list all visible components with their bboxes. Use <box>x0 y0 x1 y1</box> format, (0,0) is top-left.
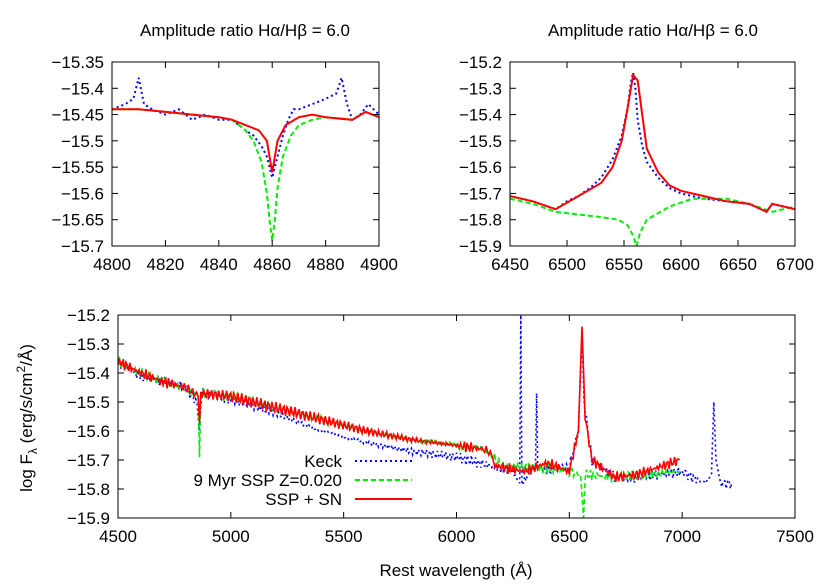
plot-frame <box>111 61 380 247</box>
y-tick-label: −15.7 <box>67 451 110 470</box>
legend-label: SSP + SN <box>265 490 342 509</box>
x-tick-label: 4880 <box>307 255 345 274</box>
y-tick-label: −15.2 <box>459 53 502 72</box>
y-tick-label: −15.4 <box>459 106 502 125</box>
y-tick-label: −15.6 <box>61 184 104 203</box>
series-line-keck <box>118 315 733 491</box>
y-tick-label: −15.55 <box>52 158 104 177</box>
y-tick-label: −15.6 <box>459 158 502 177</box>
panel-full-spectrum: Rest wavelength (Å) log Fλ (erg/s/cm2/Å)… <box>14 306 814 580</box>
series-line-9-myr-ssp-z-0-020 <box>510 197 795 246</box>
y-tick-label: −15.35 <box>52 53 104 72</box>
y-tick-label: −15.5 <box>459 132 502 151</box>
panel-title-hbeta: Amplitude ratio Hα/Hβ = 6.0 <box>140 21 350 40</box>
panel-hbeta: Amplitude ratio Hα/Hβ = 6.0 4800 4820 4840… <box>52 21 398 274</box>
x-tick-label: 6550 <box>605 255 643 274</box>
x-tick-label: 4820 <box>146 255 184 274</box>
x-tick-label: 4800 <box>93 255 131 274</box>
y-tick-label: −15.5 <box>67 393 110 412</box>
x-tick-label: 6600 <box>662 255 700 274</box>
y-tick-label: −15.7 <box>61 237 104 256</box>
y-tick-label: −15.4 <box>61 79 104 98</box>
y-tick-label: −15.6 <box>67 422 110 441</box>
legend-label: 9 Myr SSP Z=0.020 <box>193 471 342 490</box>
series-line-ssp-sn <box>118 326 681 483</box>
plot-frame <box>509 61 796 247</box>
y-tick-label: −15.4 <box>67 364 110 383</box>
panel-halpha: Amplitude ratio Hα/Hβ = 6.0 6450 6500 6550… <box>459 21 814 274</box>
x-tick-label: 7000 <box>663 527 701 546</box>
y-tick-label: −15.45 <box>52 106 104 125</box>
x-tick-label: 6450 <box>491 255 529 274</box>
panel-title-halpha: Amplitude ratio Hα/Hβ = 6.0 <box>548 21 758 40</box>
y-tick-label: −15.3 <box>459 79 502 98</box>
x-tick-label: 6650 <box>719 255 757 274</box>
series-line-keck <box>112 73 379 178</box>
x-tick-label: 4500 <box>99 527 137 546</box>
y-tick-label: −15.8 <box>67 480 110 499</box>
x-tick-label: 5000 <box>212 527 250 546</box>
x-tick-label: 6500 <box>548 255 586 274</box>
x-tick-label: 4860 <box>253 255 291 274</box>
x-tick-label: 6700 <box>776 255 814 274</box>
x-tick-label: 6000 <box>438 527 476 546</box>
series-line-9-myr-ssp-z-0-020 <box>118 356 681 518</box>
y-tick-label: −15.2 <box>67 306 110 325</box>
legend-label: Keck <box>304 452 342 471</box>
y-tick-label: −15.7 <box>459 184 502 203</box>
x-tick-label: 4840 <box>200 255 238 274</box>
series-line-ssp-sn <box>112 108 379 173</box>
series-line-ssp-sn <box>510 72 795 214</box>
y-axis-label: log Fλ (erg/s/cm2/Å) <box>14 344 40 492</box>
x-axis-label: Rest wavelength (Å) <box>379 561 532 580</box>
y-tick-label: −15.9 <box>67 509 110 528</box>
y-tick-label: −15.65 <box>52 211 104 230</box>
series-line-9-myr-ssp-z-0-020 <box>112 108 379 241</box>
x-tick-label: 6500 <box>550 527 588 546</box>
x-tick-label: 5500 <box>325 527 363 546</box>
y-tick-label: −15.5 <box>61 132 104 151</box>
x-tick-label: 7500 <box>776 527 814 546</box>
y-tick-label: −15.9 <box>459 237 502 256</box>
series-line-keck <box>510 72 795 214</box>
x-tick-label: 4900 <box>360 255 398 274</box>
y-tick-label: −15.3 <box>67 335 110 354</box>
y-tick-label: −15.8 <box>459 211 502 230</box>
